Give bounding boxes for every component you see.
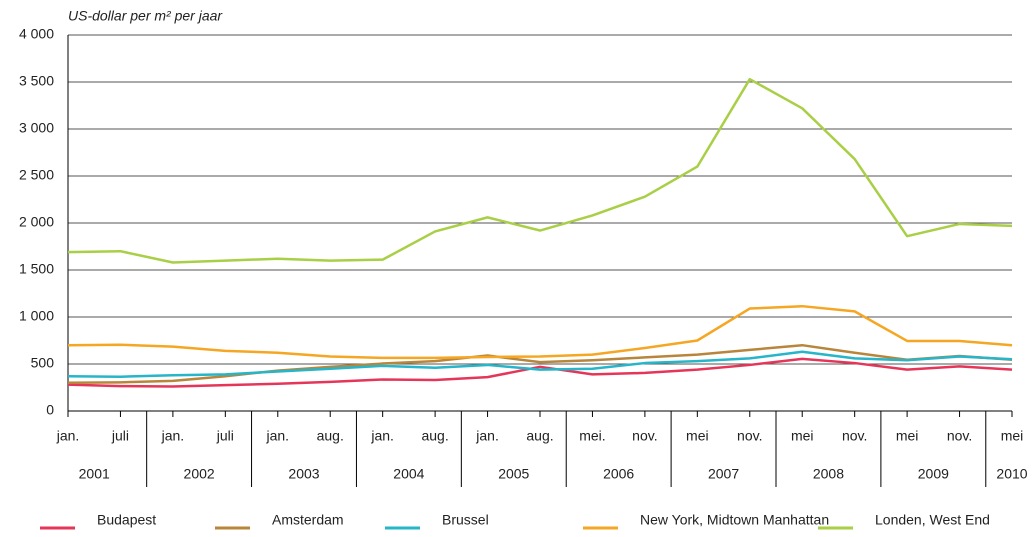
legend-label: Londen, West End xyxy=(875,512,990,528)
x-tick-label: mei xyxy=(791,428,814,444)
x-group-label: 2004 xyxy=(393,466,424,482)
x-tick-label: jan. xyxy=(370,428,394,444)
line-series xyxy=(67,77,1013,264)
y-axis-label: US-dollar per m² per jaar xyxy=(68,8,223,24)
y-tick-label: 0 xyxy=(46,402,54,418)
line-series xyxy=(67,350,1013,378)
x-tick-label: jan. xyxy=(56,428,80,444)
legend-label: Budapest xyxy=(97,512,156,528)
line-series xyxy=(67,304,1013,360)
x-tick-label: jan. xyxy=(265,428,289,444)
x-tick-label: nov. xyxy=(842,428,867,444)
x-tick-label: jan. xyxy=(161,428,185,444)
x-tick-label: nov. xyxy=(632,428,657,444)
legend-label: Amsterdam xyxy=(272,512,344,528)
x-group-label: 2003 xyxy=(288,466,319,482)
x-tick-label: mei xyxy=(896,428,919,444)
x-tick-label: mei. xyxy=(579,428,605,444)
x-tick-label: aug. xyxy=(421,428,448,444)
y-tick-label: 4 000 xyxy=(19,26,54,42)
x-group-label: 2002 xyxy=(184,466,215,482)
x-tick-label: nov. xyxy=(737,428,762,444)
legend-label: New York, Midtown Manhattan xyxy=(640,512,829,528)
y-tick-label: 1 000 xyxy=(19,308,54,324)
x-tick-label: mei xyxy=(686,428,709,444)
x-group-label: 2001 xyxy=(79,466,110,482)
x-tick-label: aug. xyxy=(526,428,553,444)
y-tick-label: 1 500 xyxy=(19,261,54,277)
x-group-label: 2005 xyxy=(498,466,529,482)
x-tick-label: mei xyxy=(1001,428,1024,444)
x-tick-label: jan. xyxy=(475,428,499,444)
legend-label: Brussel xyxy=(442,512,489,528)
y-tick-label: 3 000 xyxy=(19,120,54,136)
x-tick-label: juli xyxy=(216,428,234,444)
y-tick-label: 2 000 xyxy=(19,214,54,230)
x-group-label: 2008 xyxy=(813,466,844,482)
y-tick-label: 2 500 xyxy=(19,167,54,183)
x-tick-label: nov. xyxy=(947,428,972,444)
x-group-label: 2009 xyxy=(918,466,949,482)
x-group-label: 2007 xyxy=(708,466,739,482)
line-series xyxy=(67,343,1013,385)
x-tick-label: aug. xyxy=(317,428,344,444)
line-series xyxy=(67,357,1013,388)
y-tick-label: 3 500 xyxy=(19,73,54,89)
x-tick-label: juli xyxy=(111,428,129,444)
y-tick-label: 500 xyxy=(31,355,55,371)
x-group-label: 2006 xyxy=(603,466,634,482)
x-group-label: 2010 xyxy=(996,466,1027,482)
